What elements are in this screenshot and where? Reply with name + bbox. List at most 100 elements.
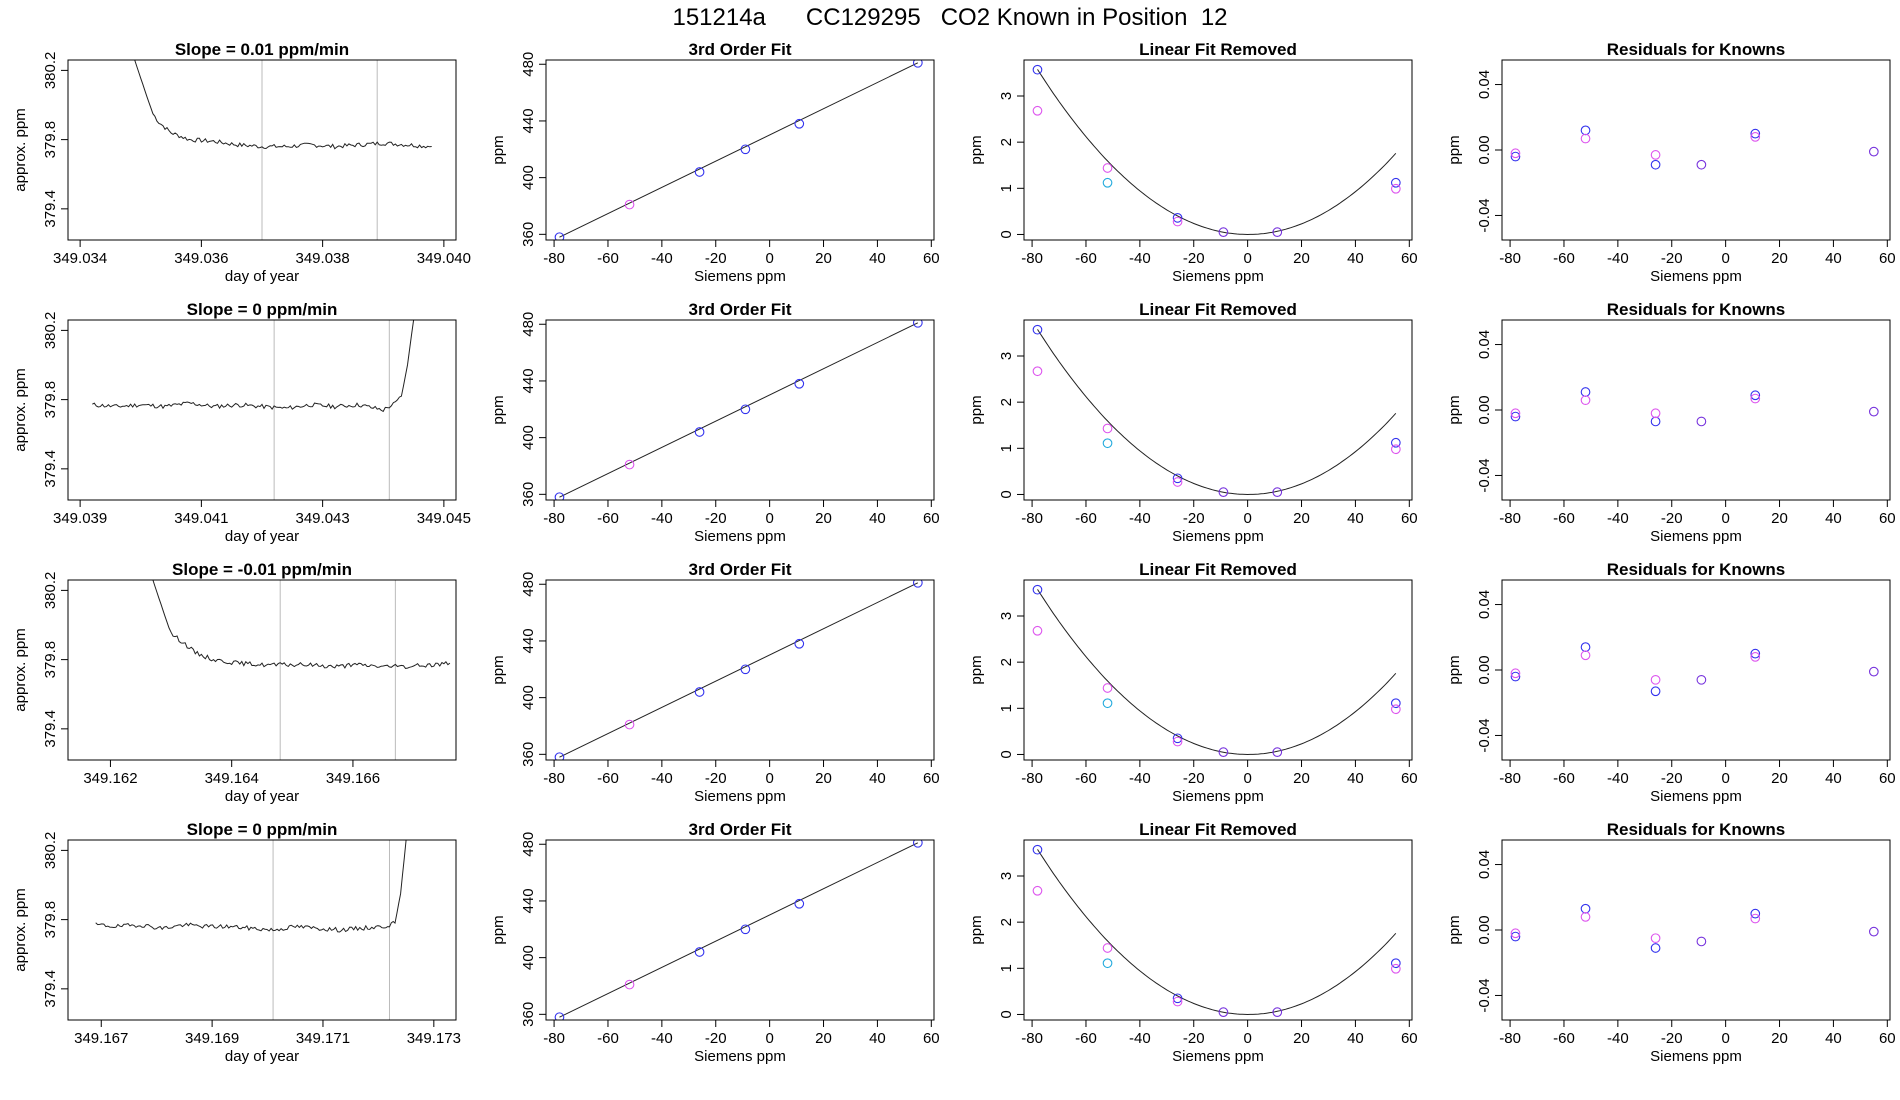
plot-frame (1023, 319, 1413, 501)
x-tick-label: 60 (923, 510, 940, 527)
plot-frame (67, 579, 457, 761)
data-point (1580, 650, 1591, 661)
plot-frame (1023, 59, 1413, 241)
y-tick-label: 2 (998, 658, 1015, 666)
x-tick-label: 349.043 (296, 510, 350, 527)
x-tick-label: 20 (815, 250, 832, 267)
x-axis-label: Siemens ppm (694, 788, 786, 805)
plot-frame (545, 59, 935, 241)
y-tick-label: 0.04 (1476, 850, 1493, 879)
x-tick-label: -60 (1553, 770, 1575, 787)
plot-frame (545, 319, 935, 501)
y-tick-label: 2 (998, 138, 1015, 146)
plot-frame (1501, 579, 1891, 761)
panel-r2-c1: Slope = 0 ppm/min 349.039 349.041 349.043 34… (12, 300, 471, 545)
y-tick-label: 2 (998, 918, 1015, 926)
data-point (1696, 674, 1707, 685)
y-tick-label: 379.8 (42, 641, 59, 679)
data-point (554, 752, 565, 760)
data-point (1750, 652, 1761, 662)
x-tick-label: 349.171 (296, 1030, 350, 1047)
figure-title-run-id: 151214a (672, 4, 766, 31)
x-tick-label: 349.041 (174, 510, 228, 527)
x-tick-label: 20 (1293, 250, 1310, 267)
x-tick-label: -80 (543, 250, 565, 267)
x-tick-label: -80 (543, 1030, 565, 1047)
data-point (1032, 64, 1043, 75)
y-axis-label: ppm (1446, 395, 1463, 424)
panel-r3-c4: Residuals for Knowns -80 -60 -40 -20 0 20 40 60 S… (1446, 560, 1896, 805)
figure-title-cylinder: CC129295 (805, 4, 921, 31)
x-tick-label: 60 (1401, 1030, 1418, 1047)
x-tick-label: 40 (1825, 1030, 1842, 1047)
data-point (624, 199, 635, 210)
x-tick-label: -60 (597, 770, 619, 787)
x-tick-label: 60 (1401, 250, 1418, 267)
data-point (554, 232, 565, 240)
x-tick-label: 60 (1879, 770, 1896, 787)
panel-data (95, 840, 407, 1020)
figure-title-position: CO2 Known in Position 12 (940, 4, 1228, 31)
x-axis-label: day of year (225, 268, 299, 285)
x-axis-label: Siemens ppm (1172, 268, 1264, 285)
data-point (1580, 395, 1591, 406)
quadratic-fit-curve (1037, 589, 1397, 756)
x-tick-label: 349.034 (53, 250, 107, 267)
data-point (694, 687, 705, 697)
x-tick-label: 0 (765, 510, 773, 527)
y-tick-label: 0.00 (1476, 395, 1493, 424)
x-tick-label: -80 (543, 510, 565, 527)
data-point (1032, 844, 1043, 855)
x-tick-label: 60 (1401, 510, 1418, 527)
panel-data (134, 60, 432, 240)
x-tick-label: 60 (1879, 1030, 1896, 1047)
x-tick-label: 40 (869, 250, 886, 267)
x-tick-label: 0 (1721, 250, 1729, 267)
data-point (740, 144, 751, 155)
data-point (1272, 487, 1283, 498)
y-tick-label: 480 (520, 832, 537, 857)
panel-title: Slope = 0 ppm/min (187, 300, 338, 319)
quadratic-fit-curve (1037, 69, 1397, 236)
data-point (1032, 885, 1043, 896)
plot-frame (67, 59, 457, 241)
x-axis-label: Siemens ppm (694, 268, 786, 285)
y-axis-label: ppm (1446, 655, 1463, 684)
x-tick-label: 349.173 (407, 1030, 461, 1047)
panel-title: Linear Fit Removed (1139, 560, 1297, 579)
x-tick-label: 0 (1721, 1030, 1729, 1047)
data-point (794, 638, 805, 649)
y-tick-label: 480 (520, 312, 537, 337)
data-point (1650, 408, 1661, 419)
panel-data (1510, 387, 1879, 427)
data-point (1218, 1007, 1229, 1018)
x-tick-label: 60 (923, 250, 940, 267)
y-tick-label: 379.8 (42, 901, 59, 939)
data-point (1510, 408, 1521, 419)
data-point (1650, 416, 1661, 427)
x-tick-label: -20 (1661, 510, 1683, 527)
y-tick-label: 400 (520, 165, 537, 190)
data-point (1172, 993, 1183, 1004)
data-point (740, 664, 751, 675)
x-tick-label: 349.164 (205, 770, 259, 787)
panel-title: Linear Fit Removed (1139, 820, 1297, 839)
x-tick-label: -20 (705, 510, 727, 527)
x-tick-label: 0 (1243, 250, 1251, 267)
data-point (1696, 159, 1707, 170)
panel-data (554, 60, 923, 240)
y-tick-label: 0 (998, 1010, 1015, 1018)
plot-frame (67, 319, 457, 501)
x-tick-label: -80 (1021, 250, 1043, 267)
x-tick-label: -80 (543, 770, 565, 787)
plot-frame (1023, 839, 1413, 1021)
x-tick-label: -60 (1075, 1030, 1097, 1047)
data-point (1510, 928, 1521, 939)
data-point (694, 167, 705, 177)
y-axis-label: approx. ppm (12, 108, 29, 191)
x-tick-label: -80 (1021, 770, 1043, 787)
panel-title: Slope = 0.01 ppm/min (175, 40, 349, 59)
y-tick-label: 0.04 (1476, 330, 1493, 359)
x-tick-label: -20 (1183, 250, 1205, 267)
x-tick-label: 40 (1825, 250, 1842, 267)
